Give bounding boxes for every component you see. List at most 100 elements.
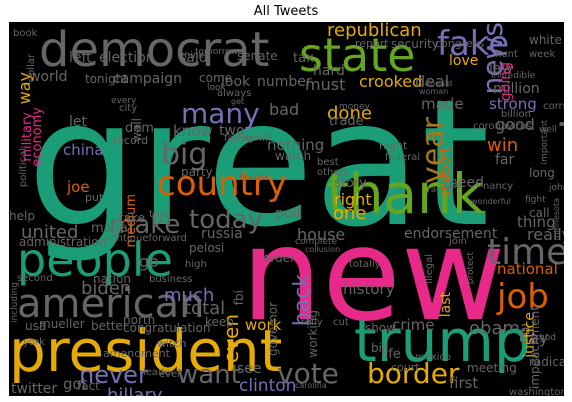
word: family [224,133,255,144]
word: best [317,157,339,168]
word: mexico [415,352,452,363]
word: life [381,347,401,362]
word: strong [489,95,537,113]
word: hillary [107,385,163,397]
word: put [85,191,104,204]
word: governor [266,302,280,357]
word: think [181,51,204,61]
word: need [449,175,484,191]
word: far [495,152,515,168]
word: thing [517,213,556,231]
word: make [109,210,181,240]
word: great [27,63,490,266]
word: campaign [113,71,183,87]
word: week [529,49,556,60]
word: work [245,316,282,334]
word: got [63,375,88,393]
word: first [449,374,479,392]
word: better [91,319,128,333]
word: bad [269,100,300,119]
word: clinton [239,376,297,396]
word: election [99,50,155,66]
word: story [334,176,367,191]
word: deal [415,72,450,91]
word: rating [427,185,454,195]
word: total [184,298,226,319]
chart-title: All Tweets [253,4,319,19]
word: including [10,282,20,323]
word: report [355,37,389,50]
word: congress [435,37,485,50]
word: senate [237,49,278,63]
word: dem [125,121,154,136]
word: american [17,281,205,327]
word: fbi [232,290,246,306]
word: house [297,225,346,244]
word: two [219,123,245,139]
word: york [23,337,45,348]
word: billion [501,109,531,120]
word: democrat [39,22,270,78]
word: crooked [359,72,423,91]
word: nothing [267,136,325,154]
word: trade [329,114,364,129]
word: call [529,206,550,220]
word: totally [349,259,381,270]
word: administration [19,235,107,249]
word: many [181,97,260,130]
word: right [334,190,372,209]
word: crime [392,316,435,334]
word: north [123,313,156,327]
word: record [113,134,149,147]
word: love [449,53,479,69]
word: pelosi [189,241,225,255]
word: ever [159,369,182,380]
word: national [497,260,558,278]
word: schiff [245,133,272,144]
word: border [367,357,460,390]
word: court [391,361,420,374]
word: win [487,135,519,156]
word: one [333,203,367,224]
word: order [263,251,295,265]
word: going [498,62,514,102]
word: state [299,28,416,82]
word: security [391,37,439,51]
word: said [179,50,208,66]
word: joe [67,178,90,196]
word: tax [293,51,314,66]
word: congratulation [123,321,211,335]
word: president [9,317,283,385]
word: carolina [295,381,327,390]
word: washington [509,387,564,397]
word: see [237,361,262,377]
word: obama [469,318,532,339]
word: every [111,96,137,106]
word: look [207,83,226,93]
word: last [438,292,454,318]
word: united [21,222,79,243]
word: party [181,165,213,179]
word: money [339,102,370,112]
word: continueforward [105,233,187,244]
word: show [365,321,397,335]
word: china [63,141,104,159]
word: go [139,252,159,271]
word: russia [201,226,243,242]
word: people [17,233,173,287]
word: get [231,97,245,106]
word: radical [529,355,564,369]
word: fake [437,24,510,64]
word: leader [143,367,175,378]
word: republican [327,22,422,41]
word: new [241,201,506,350]
word: law [489,61,513,77]
word: night [379,139,408,152]
word: nation [93,272,131,286]
word: mueller [39,317,85,331]
word: corrupt [543,101,564,112]
word: incredible [491,71,536,81]
word: help [9,209,35,223]
word: big [161,137,208,172]
word: others [317,167,349,178]
